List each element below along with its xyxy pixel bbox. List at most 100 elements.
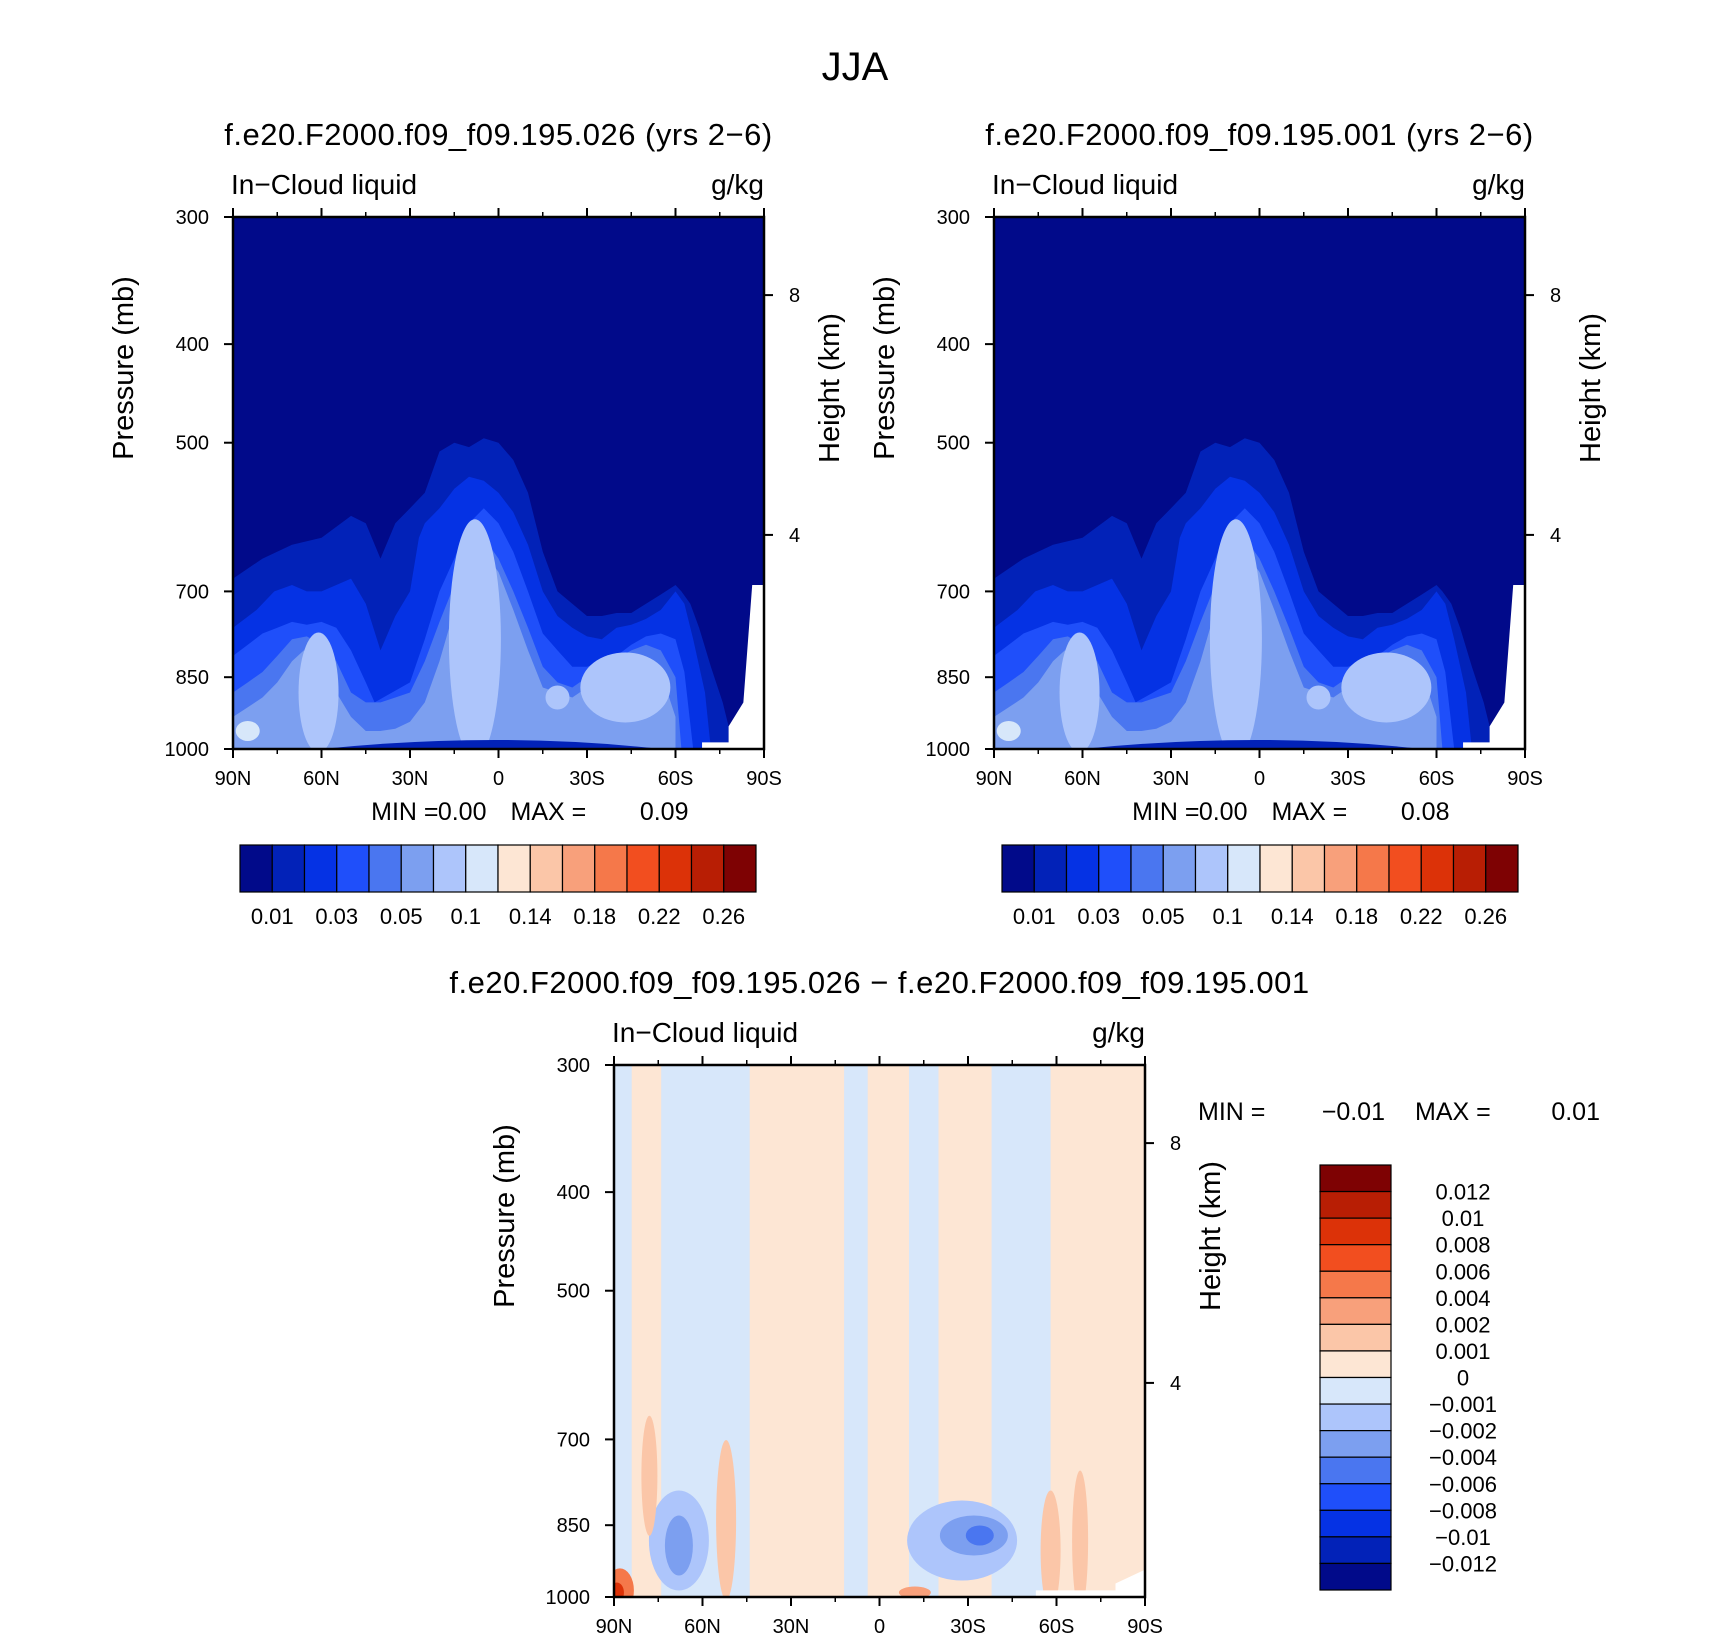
- colorbar-swatch: [1323, 844, 1358, 893]
- y-right-tick-label: 4: [1550, 525, 1561, 547]
- x-tick-label: 30S: [950, 1616, 986, 1636]
- x-tick-label: 90N: [215, 768, 252, 790]
- y-tick-label: 700: [937, 581, 970, 603]
- y-tick-label: 300: [557, 1055, 590, 1077]
- y-tick-label: 1000: [546, 1587, 591, 1609]
- max-value: 0.01: [1551, 1098, 1600, 1126]
- colorbar-swatch: [1388, 844, 1422, 893]
- y-tick-label: 500: [557, 1281, 590, 1303]
- contour-feature: [664, 1515, 693, 1576]
- x-tick-label: 60S: [1039, 1616, 1075, 1636]
- topography-mask: [1463, 585, 1525, 749]
- y-axis-right-title: Height (km): [1575, 313, 1607, 463]
- colorbar-label: 0.008: [1435, 1233, 1490, 1258]
- colorbar-swatch: [1356, 844, 1390, 893]
- colorbar-swatch: [1319, 1456, 1392, 1485]
- contour-core: [448, 519, 501, 749]
- y-tick-label: 300: [937, 207, 970, 229]
- y-axis-title: Pressure (mb): [869, 276, 901, 460]
- colorbar-swatch: [626, 844, 660, 893]
- colorbar-swatch: [1162, 844, 1197, 893]
- contour-feature: [1040, 1490, 1061, 1597]
- colorbar: 0.0120.010.0080.0060.0040.0020.0010−0.00…: [1319, 1164, 1497, 1591]
- colorbar-swatch: [1319, 1483, 1392, 1511]
- variable-label: In−Cloud liquid: [612, 1017, 798, 1048]
- panel-title: f.e20.F2000.f09_f09.195.026 − f.e20.F200…: [449, 965, 1309, 1000]
- x-tick-label: 30S: [1330, 768, 1366, 790]
- units-label: g/kg: [1472, 169, 1525, 200]
- contour-field: [233, 217, 764, 749]
- min-value: −0.01: [1322, 1098, 1385, 1126]
- contour-feature: [716, 1439, 737, 1597]
- colorbar-swatch: [594, 844, 628, 893]
- x-tick-label: 30N: [773, 1616, 810, 1636]
- y-right-tick-label: 4: [1170, 1373, 1181, 1395]
- colorbar-swatch: [1319, 1244, 1392, 1272]
- x-tick-label: 90S: [746, 768, 782, 790]
- colorbar-swatch: [400, 844, 435, 893]
- surface-layer: [1082, 739, 1422, 749]
- contour-core: [580, 652, 671, 723]
- colorbar-label: 0.18: [1335, 904, 1378, 929]
- contour-core: [235, 720, 260, 741]
- colorbar-label: 0.002: [1435, 1312, 1490, 1337]
- contour-level-neg-band: [844, 1065, 868, 1597]
- contour-level-neg-band: [991, 1065, 1051, 1597]
- y-tick-label: 1000: [165, 739, 210, 761]
- y-tick-label: 300: [176, 207, 209, 229]
- topography-mask: [702, 585, 764, 749]
- contour-feature: [641, 1415, 658, 1536]
- colorbar-label: 0.01: [1442, 1206, 1485, 1231]
- colorbar-swatch: [1485, 844, 1519, 893]
- x-tick-label: 60N: [303, 768, 340, 790]
- y-axis-right-title: Height (km): [814, 313, 846, 463]
- y-tick-label: 700: [557, 1429, 590, 1451]
- colorbar-swatch: [529, 844, 564, 893]
- y-tick-label: 700: [176, 581, 209, 603]
- colorbar-swatch: [497, 844, 531, 893]
- y-tick-label: 400: [176, 334, 209, 356]
- x-tick-label: 0: [493, 768, 504, 790]
- x-tick-label: 30N: [1153, 768, 1190, 790]
- x-tick-label: 90S: [1507, 768, 1543, 790]
- x-tick-label: 90N: [596, 1616, 633, 1636]
- colorbar-swatch: [658, 844, 693, 893]
- colorbar-swatch: [1065, 844, 1100, 893]
- contour-core: [1341, 652, 1432, 723]
- contour-core: [545, 685, 570, 710]
- y-tick-label: 1000: [926, 739, 971, 761]
- contour-field: [614, 1065, 1145, 1597]
- colorbar-label: 0.14: [509, 904, 552, 929]
- colorbar-swatch: [271, 844, 306, 893]
- colorbar-swatch: [1319, 1190, 1392, 1219]
- max-label: MAX =: [1415, 1098, 1491, 1126]
- colorbar-label: 0.26: [1464, 904, 1507, 929]
- colorbar-label: 0.05: [1142, 904, 1185, 929]
- y-tick-label: 400: [557, 1182, 590, 1204]
- y-right-tick-label: 8: [1170, 1133, 1181, 1155]
- colorbar-swatch: [1452, 844, 1487, 893]
- colorbar-swatch: [1227, 844, 1261, 893]
- colorbar-swatch: [336, 844, 370, 893]
- colorbar-swatch: [1194, 844, 1229, 893]
- y-tick-label: 500: [937, 433, 970, 455]
- colorbar-label: −0.012: [1429, 1551, 1497, 1576]
- colorbar-label: 0.1: [450, 904, 481, 929]
- min-value: 0.00: [438, 798, 487, 826]
- colorbar-swatch: [1259, 844, 1293, 893]
- y-right-tick-label: 8: [1550, 285, 1561, 307]
- y-tick-label: 850: [176, 667, 209, 689]
- panels: 90N 60N 30N 0 30S 60S 90S 300 400 500 700 850 1000 8 4…: [108, 117, 1607, 1636]
- contour-field: [994, 217, 1525, 749]
- y-axis-title: Pressure (mb): [489, 1124, 521, 1308]
- colorbar-label: −0.002: [1429, 1419, 1497, 1444]
- colorbar-swatch: [1319, 1164, 1392, 1193]
- y-tick-label: 850: [937, 667, 970, 689]
- colorbar: 0.01 0.03 0.05 0.1 0.14 0.18 0.22 0.26: [239, 844, 757, 929]
- min-label: MIN =: [1132, 798, 1199, 826]
- colorbar-swatch: [561, 844, 596, 893]
- colorbar-label: 0.22: [638, 904, 681, 929]
- contour-level-neg-band: [614, 1065, 632, 1597]
- y-tick-label: 850: [557, 1515, 590, 1537]
